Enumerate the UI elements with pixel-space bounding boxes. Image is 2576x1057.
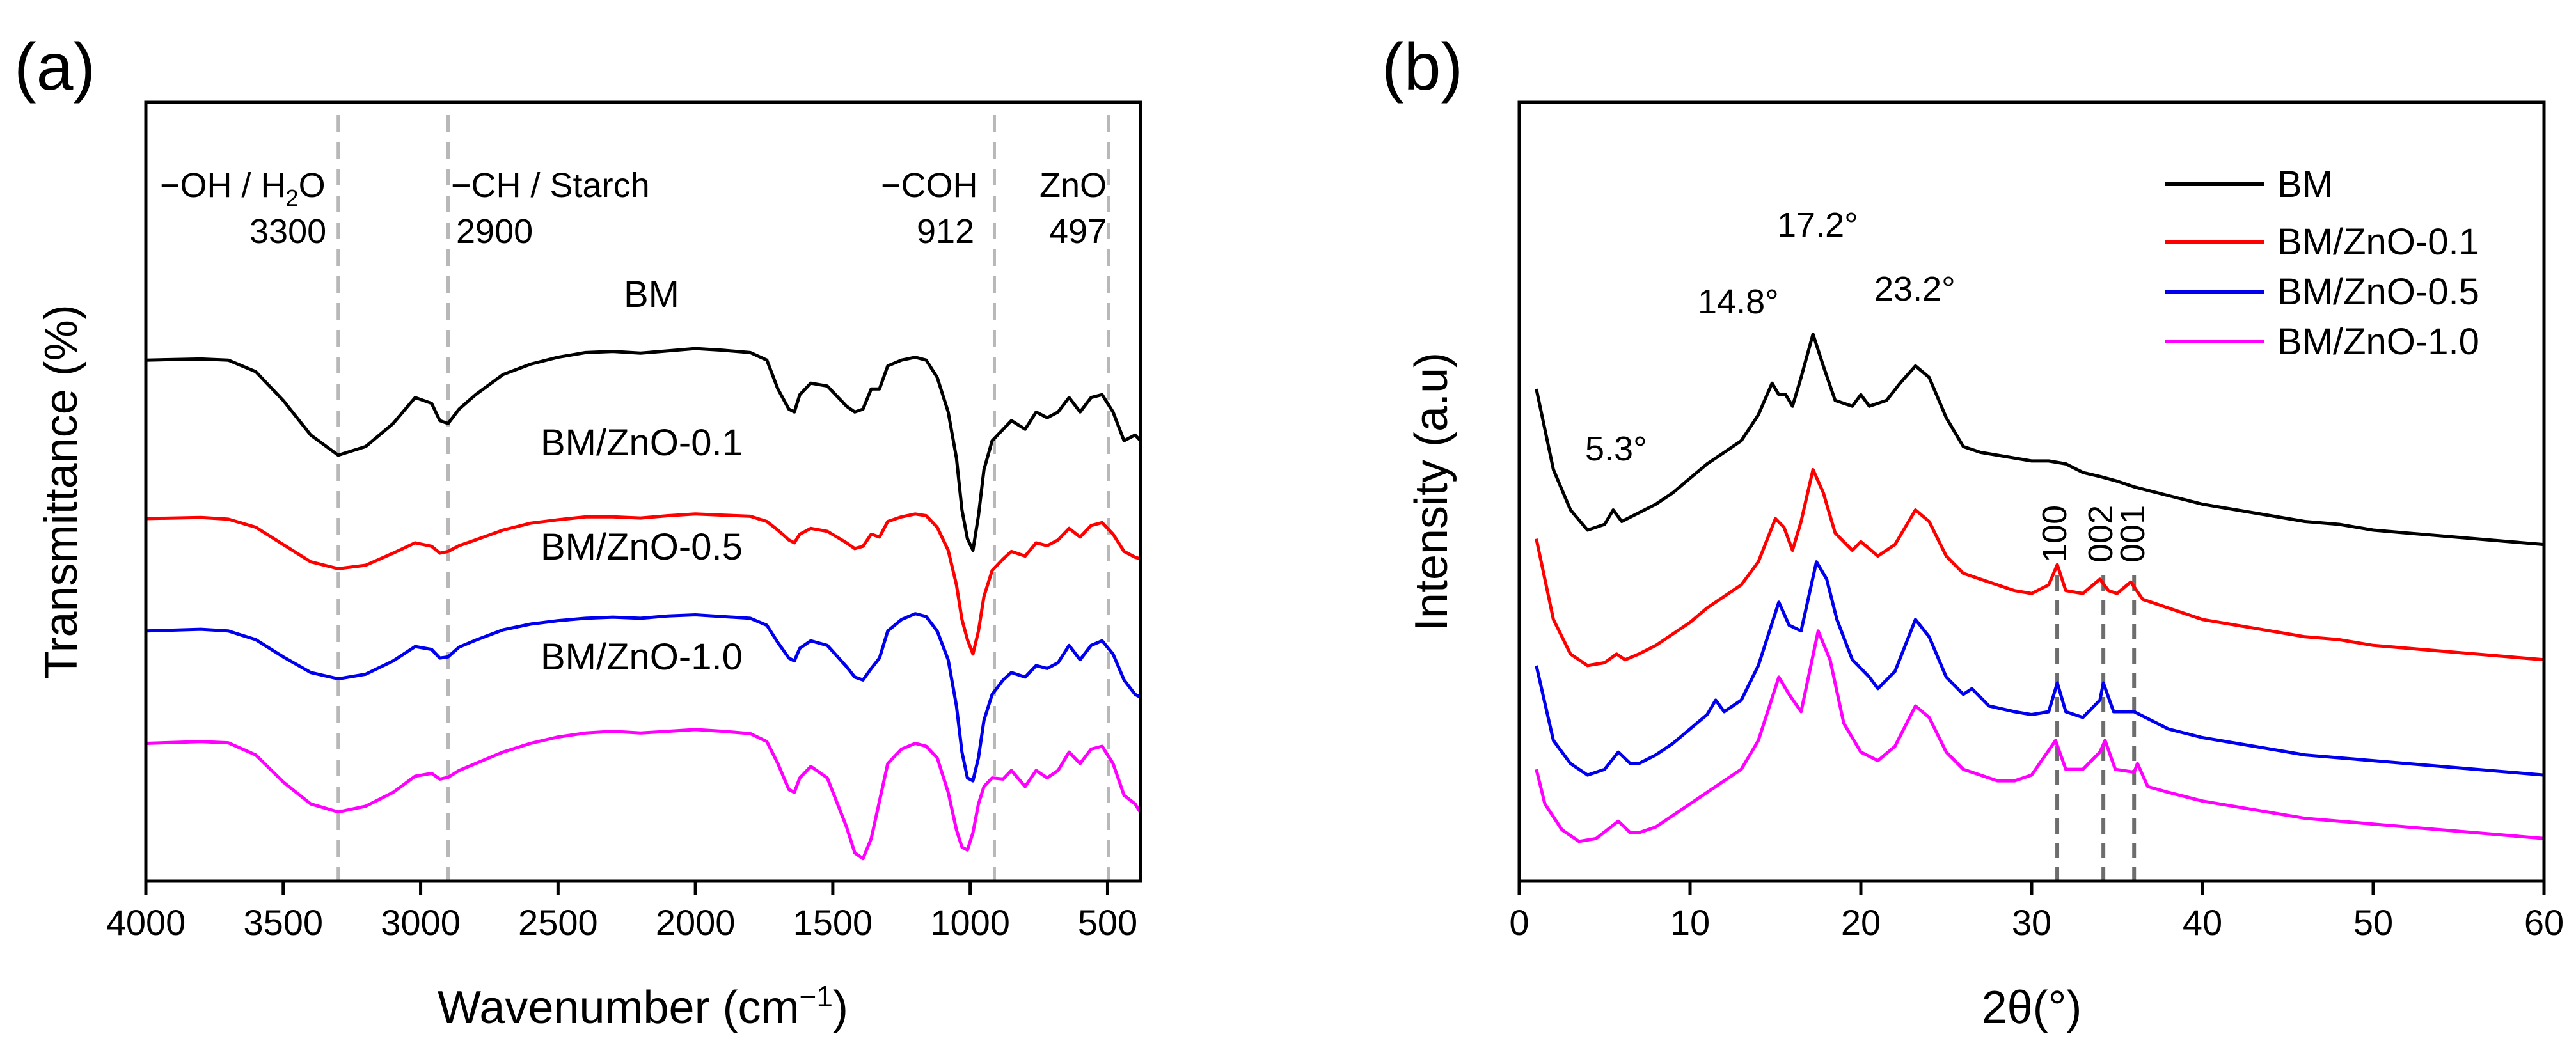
- x-tick-label: 60: [2524, 902, 2564, 943]
- x-tick-label: 10: [1670, 902, 1710, 943]
- x-tick-label: 1500: [793, 902, 873, 943]
- x-tick-label: 500: [1078, 902, 1137, 943]
- series-label-bm-zno-0-5: BM/ZnO-0.5: [541, 526, 743, 568]
- panel-a-reference-lines: [336, 115, 1110, 881]
- x-tick-label: 3000: [381, 902, 461, 943]
- series-line-bm-zno-0-1: [145, 512, 1141, 656]
- panel-b-label: (b): [1382, 30, 1463, 104]
- x-tick-label: 2000: [656, 902, 736, 943]
- panel-b-legend: BM BM/ZnO-0.1 BM/ZnO-0.5 BM/ZnO-1.0: [2165, 164, 2479, 363]
- ref-value-2900: 2900: [456, 212, 533, 251]
- x-tick-label: 0: [1509, 902, 1529, 943]
- miller-index-002: 002: [2082, 505, 2120, 563]
- ref-label-coh: −COH: [881, 166, 978, 205]
- miller-index-001: 001: [2114, 505, 2152, 563]
- series-line-bm-zno-0-1: [1535, 467, 2545, 668]
- legend-label-bm-zno-1-0: BM/ZnO-1.0: [2277, 321, 2479, 363]
- ref-label-ch-starch: −CH / Starch: [451, 166, 650, 205]
- panel-b-x-axis-title: 2θ(°): [1982, 982, 2082, 1033]
- panel-a-plot-frame: [144, 100, 1142, 883]
- panel-a-y-axis-title: Transmittance (%): [36, 304, 87, 678]
- legend-label-bm: BM: [2277, 164, 2333, 205]
- x-tick-label: 50: [2353, 902, 2393, 943]
- x-tick-label: 40: [2183, 902, 2222, 943]
- x-tick-label: 4000: [106, 902, 186, 943]
- series-label-bm-zno-0-1: BM/ZnO-0.1: [541, 422, 743, 464]
- series-line-bm: [1535, 333, 2545, 547]
- x-tick-label: 30: [2012, 902, 2051, 943]
- x-tick-label: 2500: [518, 902, 598, 943]
- x-tick-label: 1000: [930, 902, 1010, 943]
- ref-value-497: 497: [1049, 212, 1107, 251]
- ref-value-3300: 3300: [249, 212, 326, 251]
- panel-b-y-axis-title: Intensity (a.u): [1406, 352, 1457, 631]
- panel-a-x-ticks: 4000 3500 3000 2500 2000 1500 1000 500: [106, 881, 1137, 943]
- legend-label-bm-zno-0-5: BM/ZnO-0.5: [2277, 271, 2479, 313]
- panel-a: (a) 4000 3500 3000 2500 2000 1500 1000 500 −OH …: [14, 30, 1142, 1033]
- miller-index-100: 100: [2035, 505, 2074, 563]
- series-line-bm: [145, 347, 1142, 552]
- x-tick-label: 3500: [243, 902, 323, 943]
- series-line-bm-zno-1-0: [145, 728, 1142, 861]
- series-line-bm-zno-0-5: [1535, 560, 2545, 777]
- series-label-bm: BM: [624, 274, 679, 315]
- ref-label-zno: ZnO: [1039, 166, 1107, 205]
- peak-label-23-2: 23.2°: [1874, 270, 1956, 308]
- series-line-bm-zno-1-0: [1535, 629, 2545, 843]
- ref-label-oh: −OH / H2O: [160, 166, 326, 211]
- panel-a-curves: [145, 347, 1142, 861]
- legend-label-bm-zno-0-1: BM/ZnO-0.1: [2277, 221, 2479, 263]
- ref-value-912: 912: [917, 212, 974, 251]
- panel-b-curves: [1535, 333, 2545, 843]
- peak-label-5-3: 5.3°: [1585, 430, 1647, 468]
- series-line-bm-zno-0-5: [145, 612, 1142, 783]
- peak-label-14-8: 14.8°: [1698, 283, 1779, 321]
- series-label-bm-zno-1-0: BM/ZnO-1.0: [541, 636, 743, 678]
- panel-b-x-ticks: 0 10 20 30 40 50 60: [1509, 881, 2564, 943]
- panel-a-x-axis-title: Wavenumber (cm−1): [438, 980, 848, 1033]
- panel-a-label: (a): [14, 30, 95, 104]
- panel-b: (b) 0 10 20 30 40 50 60 5.3° 14.8° 17.2° 23.2°…: [1382, 30, 2564, 1033]
- peak-label-17-2: 17.2°: [1777, 206, 1858, 244]
- panel-b-reference-lines: [2055, 575, 2137, 881]
- x-tick-label: 20: [1841, 902, 1881, 943]
